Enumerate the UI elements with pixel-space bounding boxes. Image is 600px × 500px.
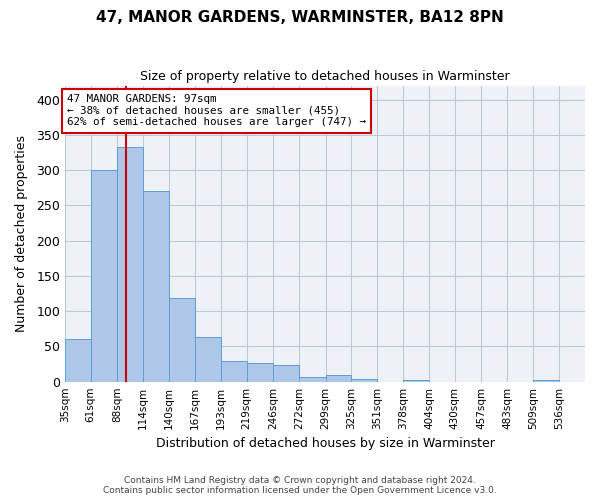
Bar [65,340,91,382]
Bar [326,374,351,382]
Bar [403,380,429,382]
Text: Contains HM Land Registry data © Crown copyright and database right 2024.
Contai: Contains HM Land Registry data © Crown c… [103,476,497,495]
X-axis label: Distribution of detached houses by size in Warminster: Distribution of detached houses by size … [155,437,494,450]
Title: Size of property relative to detached houses in Warminster: Size of property relative to detached ho… [140,70,510,83]
Y-axis label: Number of detached properties: Number of detached properties [15,135,28,332]
Bar [351,379,377,382]
Bar [169,298,195,382]
Bar [118,147,143,382]
Bar [299,376,326,382]
Bar [247,362,273,382]
Bar [533,380,559,382]
Bar [221,361,247,382]
Text: 47, MANOR GARDENS, WARMINSTER, BA12 8PN: 47, MANOR GARDENS, WARMINSTER, BA12 8PN [96,10,504,25]
Bar [91,170,118,382]
Text: 47 MANOR GARDENS: 97sqm
← 38% of detached houses are smaller (455)
62% of semi-d: 47 MANOR GARDENS: 97sqm ← 38% of detache… [67,94,366,127]
Bar [195,338,221,382]
Bar [273,365,299,382]
Bar [143,192,169,382]
